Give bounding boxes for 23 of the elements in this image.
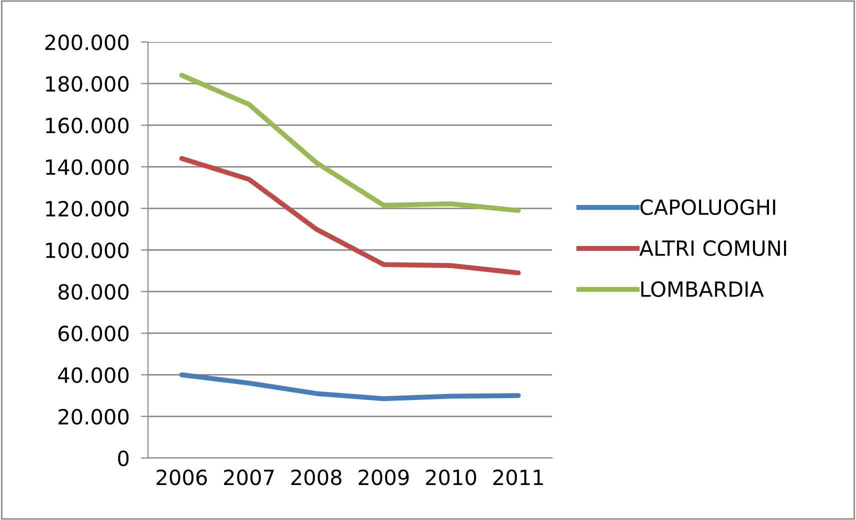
legend-label: ALTRI COMUNI	[639, 240, 786, 256]
x-tick-label: 2006	[156, 469, 207, 486]
x-tick-label: 2007	[224, 469, 274, 486]
legend-label: CAPOLUOGHI	[640, 199, 776, 216]
line-series	[179, 372, 521, 402]
line-series	[179, 72, 521, 213]
y-tick-label: 0	[118, 450, 129, 466]
x-tick-label: 2011	[493, 469, 543, 486]
y-tick-label: 140.000	[46, 159, 129, 176]
y-tick-label: 120.000	[46, 200, 129, 217]
y-tick-label: 180.000	[46, 76, 129, 92]
y-tick-label: 100.000	[46, 242, 129, 258]
y-tick-label: 20.000	[58, 408, 129, 425]
y-tick-label: 80.000	[58, 284, 129, 300]
y-tick-label: 200.000	[45, 34, 129, 50]
line-series	[179, 156, 521, 276]
legend-label: LOMBARDIA	[641, 281, 764, 298]
x-tick-label: 2009	[358, 469, 409, 486]
y-tick-label: 40.000	[58, 367, 129, 384]
y-tick-label: 60.000	[58, 326, 129, 342]
x-tick-label: 2010	[426, 469, 476, 486]
y-tick-label: 160.000	[46, 118, 129, 134]
x-tick-label: 2008	[291, 469, 342, 486]
